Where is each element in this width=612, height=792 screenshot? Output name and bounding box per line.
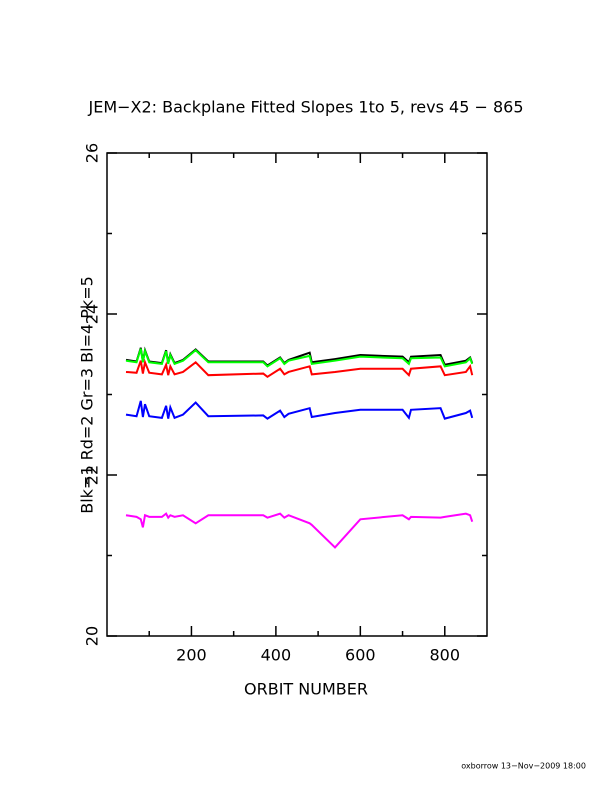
y-axis-label: Blk=1 Rd=2 Gr=3 Bl=4 Pk=5 [78,276,97,514]
x-axis-label: ORBIT NUMBER [244,680,368,699]
series-line [125,358,474,379]
x-tick-label: 800 [430,646,461,665]
y-tick-label: 24 [83,304,102,324]
x-tick-label: 600 [345,646,376,665]
y-tick-label: 22 [83,465,102,485]
y-tick-label: 26 [83,143,102,163]
footer: oxborrow 13−Nov−2009 18:00 [461,762,586,771]
x-tick-label: 200 [176,646,207,665]
y-tick-label: 20 [83,626,102,646]
x-tick-label: 400 [261,646,292,665]
chart-title: JEM−X2: Backplane Fitted Slopes 1to 5, r… [87,98,523,117]
plot-frame [106,152,488,637]
series-line [125,347,474,368]
series-line [125,512,474,549]
series-line [125,400,474,421]
